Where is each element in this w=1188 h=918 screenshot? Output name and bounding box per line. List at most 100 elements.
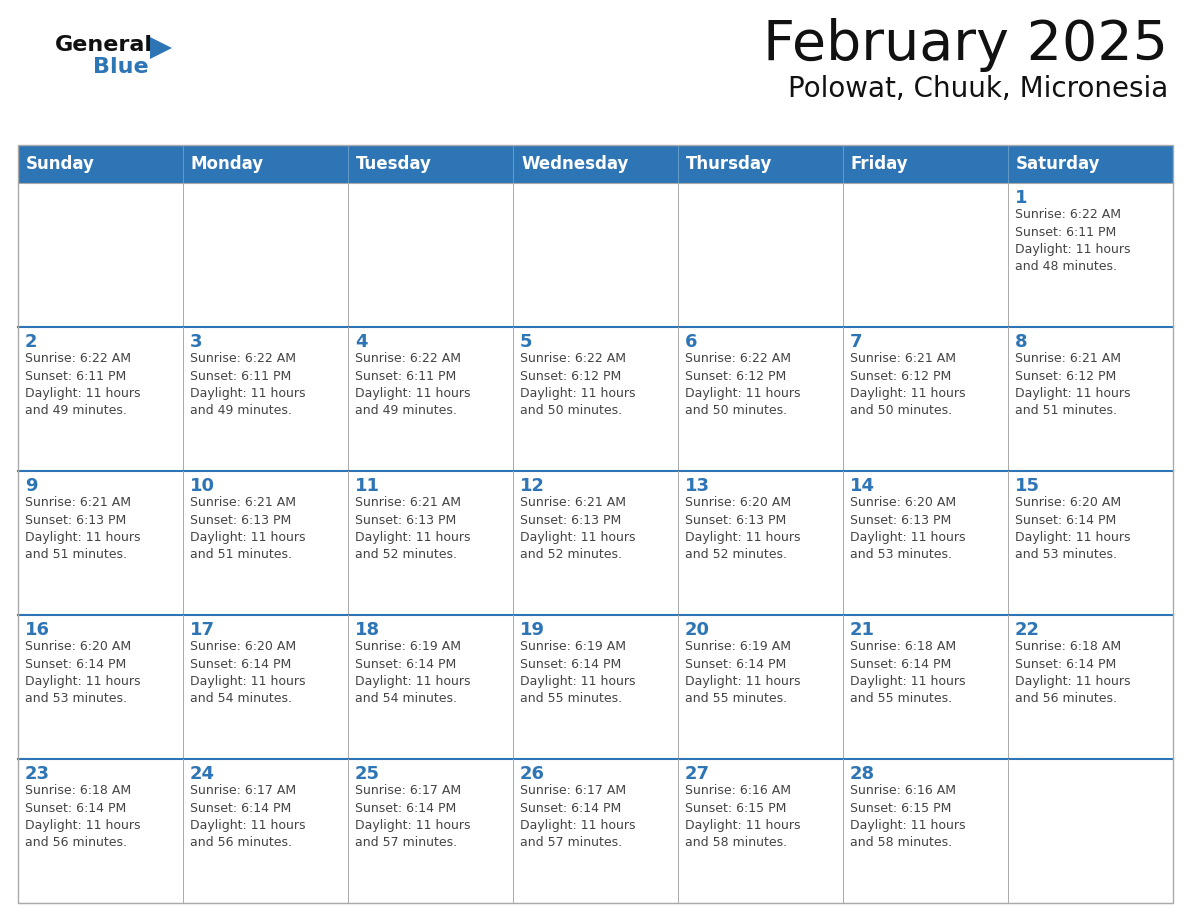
Bar (18, 327, 183, 471)
Text: Blue: Blue (93, 57, 148, 77)
Bar (18, 615, 183, 759)
Text: 19: 19 (520, 621, 545, 639)
Bar (678, 615, 843, 759)
Text: Polowat, Chuuk, Micronesia: Polowat, Chuuk, Micronesia (788, 75, 1168, 103)
Text: Sunrise: 6:17 AM
Sunset: 6:14 PM
Daylight: 11 hours
and 57 minutes.: Sunrise: 6:17 AM Sunset: 6:14 PM Dayligh… (355, 784, 470, 849)
Bar (348, 759, 513, 903)
Bar (183, 759, 348, 903)
Text: February 2025: February 2025 (763, 18, 1168, 72)
Bar (1007, 615, 1173, 759)
Text: Sunrise: 6:21 AM
Sunset: 6:12 PM
Daylight: 11 hours
and 50 minutes.: Sunrise: 6:21 AM Sunset: 6:12 PM Dayligh… (849, 352, 966, 418)
Bar (348, 471, 513, 615)
Text: 9: 9 (25, 477, 38, 495)
Bar (183, 471, 348, 615)
Text: 25: 25 (355, 765, 380, 783)
Text: Sunrise: 6:21 AM
Sunset: 6:13 PM
Daylight: 11 hours
and 51 minutes.: Sunrise: 6:21 AM Sunset: 6:13 PM Dayligh… (25, 496, 140, 562)
Bar (678, 183, 843, 327)
Text: Friday: Friday (851, 155, 909, 173)
Polygon shape (150, 37, 172, 59)
Text: Sunrise: 6:22 AM
Sunset: 6:11 PM
Daylight: 11 hours
and 48 minutes.: Sunrise: 6:22 AM Sunset: 6:11 PM Dayligh… (1015, 208, 1131, 274)
Text: 18: 18 (355, 621, 380, 639)
Text: Sunrise: 6:22 AM
Sunset: 6:11 PM
Daylight: 11 hours
and 49 minutes.: Sunrise: 6:22 AM Sunset: 6:11 PM Dayligh… (190, 352, 305, 418)
Text: Wednesday: Wednesday (522, 155, 628, 173)
Bar (513, 183, 678, 327)
Bar (678, 327, 843, 471)
Text: 22: 22 (1015, 621, 1040, 639)
Text: Sunrise: 6:18 AM
Sunset: 6:14 PM
Daylight: 11 hours
and 55 minutes.: Sunrise: 6:18 AM Sunset: 6:14 PM Dayligh… (849, 640, 966, 706)
Text: 13: 13 (685, 477, 710, 495)
Text: 10: 10 (190, 477, 215, 495)
Bar (678, 759, 843, 903)
Bar (1007, 471, 1173, 615)
Bar (1007, 183, 1173, 327)
Bar (678, 471, 843, 615)
Bar (183, 183, 348, 327)
Text: 14: 14 (849, 477, 876, 495)
Text: 2: 2 (25, 333, 38, 351)
Text: 7: 7 (849, 333, 862, 351)
Text: Sunrise: 6:19 AM
Sunset: 6:14 PM
Daylight: 11 hours
and 55 minutes.: Sunrise: 6:19 AM Sunset: 6:14 PM Dayligh… (520, 640, 636, 706)
Bar (513, 615, 678, 759)
Text: 23: 23 (25, 765, 50, 783)
Text: Sunrise: 6:22 AM
Sunset: 6:12 PM
Daylight: 11 hours
and 50 minutes.: Sunrise: 6:22 AM Sunset: 6:12 PM Dayligh… (685, 352, 801, 418)
Text: Sunrise: 6:19 AM
Sunset: 6:14 PM
Daylight: 11 hours
and 55 minutes.: Sunrise: 6:19 AM Sunset: 6:14 PM Dayligh… (685, 640, 801, 706)
Bar (18, 145, 1173, 903)
Text: Sunrise: 6:20 AM
Sunset: 6:14 PM
Daylight: 11 hours
and 54 minutes.: Sunrise: 6:20 AM Sunset: 6:14 PM Dayligh… (190, 640, 305, 706)
Text: Sunrise: 6:16 AM
Sunset: 6:15 PM
Daylight: 11 hours
and 58 minutes.: Sunrise: 6:16 AM Sunset: 6:15 PM Dayligh… (849, 784, 966, 849)
Bar (1007, 327, 1173, 471)
Text: General: General (55, 35, 153, 55)
Bar (18, 759, 183, 903)
Bar (18, 183, 183, 327)
Text: Sunrise: 6:20 AM
Sunset: 6:13 PM
Daylight: 11 hours
and 53 minutes.: Sunrise: 6:20 AM Sunset: 6:13 PM Dayligh… (849, 496, 966, 562)
Text: 17: 17 (190, 621, 215, 639)
Text: Sunrise: 6:21 AM
Sunset: 6:13 PM
Daylight: 11 hours
and 52 minutes.: Sunrise: 6:21 AM Sunset: 6:13 PM Dayligh… (355, 496, 470, 562)
Text: 27: 27 (685, 765, 710, 783)
Text: 3: 3 (190, 333, 202, 351)
Text: 20: 20 (685, 621, 710, 639)
Text: Monday: Monday (191, 155, 264, 173)
Text: Sunrise: 6:20 AM
Sunset: 6:13 PM
Daylight: 11 hours
and 52 minutes.: Sunrise: 6:20 AM Sunset: 6:13 PM Dayligh… (685, 496, 801, 562)
Bar (183, 327, 348, 471)
Bar (843, 471, 1007, 615)
Bar (183, 615, 348, 759)
Text: 24: 24 (190, 765, 215, 783)
Bar (843, 327, 1007, 471)
Text: 8: 8 (1015, 333, 1028, 351)
Bar (513, 759, 678, 903)
Bar (843, 759, 1007, 903)
Text: 11: 11 (355, 477, 380, 495)
Bar (843, 183, 1007, 327)
Text: Sunrise: 6:21 AM
Sunset: 6:13 PM
Daylight: 11 hours
and 52 minutes.: Sunrise: 6:21 AM Sunset: 6:13 PM Dayligh… (520, 496, 636, 562)
Text: 1: 1 (1015, 189, 1028, 207)
Bar (843, 615, 1007, 759)
Text: 16: 16 (25, 621, 50, 639)
Text: 21: 21 (849, 621, 876, 639)
Bar (18, 145, 1173, 183)
Text: Thursday: Thursday (685, 155, 772, 173)
Text: 15: 15 (1015, 477, 1040, 495)
Bar (18, 471, 183, 615)
Bar (348, 183, 513, 327)
Text: Tuesday: Tuesday (356, 155, 432, 173)
Bar (348, 615, 513, 759)
Text: 4: 4 (355, 333, 367, 351)
Text: Sunrise: 6:18 AM
Sunset: 6:14 PM
Daylight: 11 hours
and 56 minutes.: Sunrise: 6:18 AM Sunset: 6:14 PM Dayligh… (25, 784, 140, 849)
Text: Sunrise: 6:19 AM
Sunset: 6:14 PM
Daylight: 11 hours
and 54 minutes.: Sunrise: 6:19 AM Sunset: 6:14 PM Dayligh… (355, 640, 470, 706)
Text: Sunrise: 6:20 AM
Sunset: 6:14 PM
Daylight: 11 hours
and 53 minutes.: Sunrise: 6:20 AM Sunset: 6:14 PM Dayligh… (1015, 496, 1131, 562)
Bar (513, 327, 678, 471)
Text: Sunrise: 6:17 AM
Sunset: 6:14 PM
Daylight: 11 hours
and 56 minutes.: Sunrise: 6:17 AM Sunset: 6:14 PM Dayligh… (190, 784, 305, 849)
Text: Sunrise: 6:22 AM
Sunset: 6:11 PM
Daylight: 11 hours
and 49 minutes.: Sunrise: 6:22 AM Sunset: 6:11 PM Dayligh… (355, 352, 470, 418)
Bar (348, 327, 513, 471)
Text: Sunrise: 6:20 AM
Sunset: 6:14 PM
Daylight: 11 hours
and 53 minutes.: Sunrise: 6:20 AM Sunset: 6:14 PM Dayligh… (25, 640, 140, 706)
Text: Sunrise: 6:16 AM
Sunset: 6:15 PM
Daylight: 11 hours
and 58 minutes.: Sunrise: 6:16 AM Sunset: 6:15 PM Dayligh… (685, 784, 801, 849)
Text: Sunrise: 6:21 AM
Sunset: 6:13 PM
Daylight: 11 hours
and 51 minutes.: Sunrise: 6:21 AM Sunset: 6:13 PM Dayligh… (190, 496, 305, 562)
Text: Sunrise: 6:22 AM
Sunset: 6:12 PM
Daylight: 11 hours
and 50 minutes.: Sunrise: 6:22 AM Sunset: 6:12 PM Dayligh… (520, 352, 636, 418)
Text: 12: 12 (520, 477, 545, 495)
Text: 26: 26 (520, 765, 545, 783)
Text: Sunrise: 6:21 AM
Sunset: 6:12 PM
Daylight: 11 hours
and 51 minutes.: Sunrise: 6:21 AM Sunset: 6:12 PM Dayligh… (1015, 352, 1131, 418)
Text: Saturday: Saturday (1016, 155, 1100, 173)
Text: Sunrise: 6:17 AM
Sunset: 6:14 PM
Daylight: 11 hours
and 57 minutes.: Sunrise: 6:17 AM Sunset: 6:14 PM Dayligh… (520, 784, 636, 849)
Bar (513, 471, 678, 615)
Text: Sunrise: 6:22 AM
Sunset: 6:11 PM
Daylight: 11 hours
and 49 minutes.: Sunrise: 6:22 AM Sunset: 6:11 PM Dayligh… (25, 352, 140, 418)
Text: 5: 5 (520, 333, 532, 351)
